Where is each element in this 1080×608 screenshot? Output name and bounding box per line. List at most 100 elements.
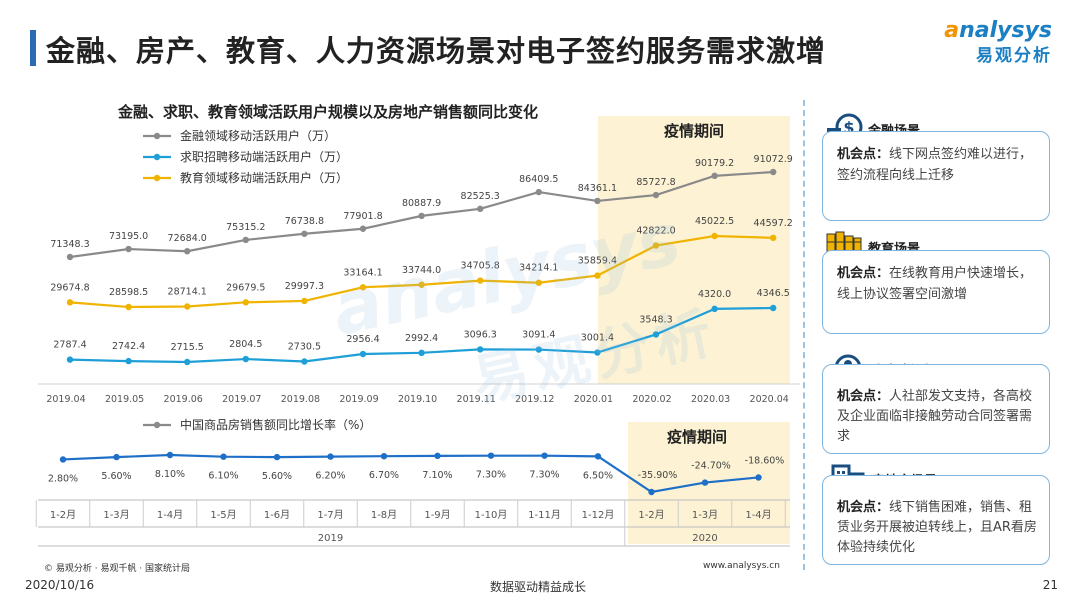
data-point bbox=[594, 349, 601, 356]
data-label: 6.10% bbox=[208, 471, 238, 482]
data-label: 5.60% bbox=[101, 471, 131, 482]
data-label: 7.30% bbox=[476, 470, 506, 481]
data-source: © 易观分析 · 易观千帆 · 国家统计局 bbox=[44, 564, 191, 574]
data-point bbox=[477, 205, 484, 213]
title-accent-bar bbox=[30, 30, 36, 66]
data-label: 7.30% bbox=[529, 470, 559, 481]
data-point bbox=[380, 452, 388, 460]
data-point bbox=[359, 225, 367, 232]
x-tick-label: 2020.01 bbox=[574, 394, 613, 405]
data-point bbox=[125, 303, 132, 311]
card-text-realestate: 线下销售困难，销售、租赁业务开展被迫转线上，且AR看房体验持续优化 bbox=[837, 500, 1037, 555]
data-label: 29997.3 bbox=[285, 281, 324, 292]
legend-marker bbox=[153, 153, 161, 161]
data-point bbox=[594, 453, 602, 460]
data-point bbox=[242, 299, 249, 306]
x-tick-label: 1-9月 bbox=[424, 509, 450, 521]
x-tick-label: 2019.10 bbox=[398, 394, 437, 405]
data-label: 73195.0 bbox=[109, 231, 148, 242]
analysys-logo: analysys 易观分析 bbox=[944, 18, 1052, 66]
data-label: 76738.8 bbox=[285, 216, 324, 227]
data-point bbox=[477, 346, 484, 353]
data-point bbox=[535, 188, 542, 196]
data-label: 28714.1 bbox=[168, 287, 207, 298]
data-point bbox=[755, 474, 762, 481]
x-tick-label: 2020.03 bbox=[691, 394, 730, 405]
legend-marker bbox=[153, 174, 161, 182]
data-label: -18.60% bbox=[745, 455, 785, 466]
data-label: 6.20% bbox=[315, 471, 345, 482]
data-point bbox=[66, 299, 74, 306]
data-point bbox=[418, 212, 425, 220]
data-label: 2730.5 bbox=[288, 342, 321, 353]
data-label: 2992.4 bbox=[405, 333, 438, 344]
data-point bbox=[711, 305, 718, 313]
data-point bbox=[594, 197, 601, 205]
data-point bbox=[220, 453, 227, 460]
data-point bbox=[652, 242, 660, 249]
card-text-finance: 线下网点签约难以进行，签约流程向线上迁移 bbox=[837, 147, 1033, 183]
data-label: 4346.5 bbox=[757, 288, 790, 299]
data-label: 34214.1 bbox=[519, 263, 558, 274]
logo-chinese: 易观分析 bbox=[976, 46, 1052, 66]
x-tick-label: 2019.05 bbox=[105, 394, 144, 405]
legend-label: 中国商品房销售额同比增长率（%） bbox=[180, 417, 371, 432]
data-label: -35.90% bbox=[638, 470, 678, 481]
legend-marker bbox=[153, 421, 161, 429]
svg-text:$: $ bbox=[843, 118, 854, 137]
x-tick-label: 1-2月 bbox=[638, 509, 664, 521]
data-label: 29674.8 bbox=[50, 282, 89, 293]
data-point bbox=[770, 168, 777, 176]
data-label: 6.50% bbox=[583, 470, 613, 481]
data-label: 45022.5 bbox=[695, 216, 734, 227]
data-label: 3001.4 bbox=[581, 333, 614, 344]
x-tick-label: 2019.06 bbox=[164, 394, 203, 405]
data-point bbox=[59, 456, 67, 463]
year-group-label: 2019 bbox=[318, 533, 343, 544]
data-label: 4320.0 bbox=[698, 289, 731, 300]
data-label: 2956.4 bbox=[346, 334, 379, 345]
footer-date: 2020/10/16 bbox=[25, 578, 95, 592]
data-point bbox=[301, 297, 308, 305]
data-label: 72684.0 bbox=[168, 233, 207, 244]
data-label: 80887.9 bbox=[402, 198, 441, 209]
card-text-hr: 人社部发文支持，各高校及企业面临非接触劳动合同签署需求 bbox=[837, 389, 1033, 444]
pandemic-label-bottom: 疫情期间 bbox=[667, 428, 727, 446]
data-label: 33744.0 bbox=[402, 265, 441, 276]
card-label-hr: 机会点： bbox=[837, 389, 890, 404]
data-label: 71348.3 bbox=[50, 239, 89, 250]
pandemic-band-top bbox=[598, 116, 790, 384]
logo-initial: a bbox=[944, 18, 960, 43]
card-realestate: 机会点：线下销售困难，销售、租赁业务开展被迫转线上，且AR看房体验持续优化 bbox=[822, 475, 1050, 565]
data-point bbox=[434, 452, 441, 460]
card-label-realestate: 机会点： bbox=[837, 500, 890, 515]
data-point bbox=[113, 453, 120, 461]
data-point bbox=[184, 303, 191, 310]
data-label: 77901.8 bbox=[343, 211, 382, 222]
x-tick-label: 1-4月 bbox=[157, 509, 183, 521]
legend-label: 求职招聘移动端活跃用户（万） bbox=[180, 149, 348, 164]
card-hr: 机会点：人社部发文支持，各高校及企业面临非接触劳动合同签署需求 bbox=[822, 364, 1050, 454]
data-point bbox=[66, 253, 74, 261]
data-label: 8.10% bbox=[155, 469, 185, 480]
x-tick-label: 1-10月 bbox=[475, 509, 508, 521]
page-number: 21 bbox=[1042, 578, 1058, 592]
data-point bbox=[652, 191, 660, 199]
data-point bbox=[125, 245, 132, 253]
website-link[interactable]: www.analysys.cn bbox=[703, 561, 780, 571]
data-label: -24.70% bbox=[691, 461, 731, 472]
data-point bbox=[166, 451, 174, 459]
logo-wordmark: nalysys bbox=[959, 18, 1052, 43]
data-label: 44597.2 bbox=[754, 218, 793, 229]
footer-slogan: 数据驱动精益成长 bbox=[490, 580, 587, 594]
x-tick-label: 2019.09 bbox=[339, 394, 378, 405]
growth-rate-line bbox=[62, 453, 759, 494]
x-tick-label: 1-11月 bbox=[528, 509, 561, 521]
data-label: 34705.8 bbox=[461, 261, 500, 272]
data-point bbox=[594, 272, 601, 279]
data-point bbox=[418, 281, 425, 288]
data-label: 3091.4 bbox=[522, 330, 555, 341]
data-point bbox=[184, 358, 191, 366]
data-point bbox=[535, 346, 542, 353]
